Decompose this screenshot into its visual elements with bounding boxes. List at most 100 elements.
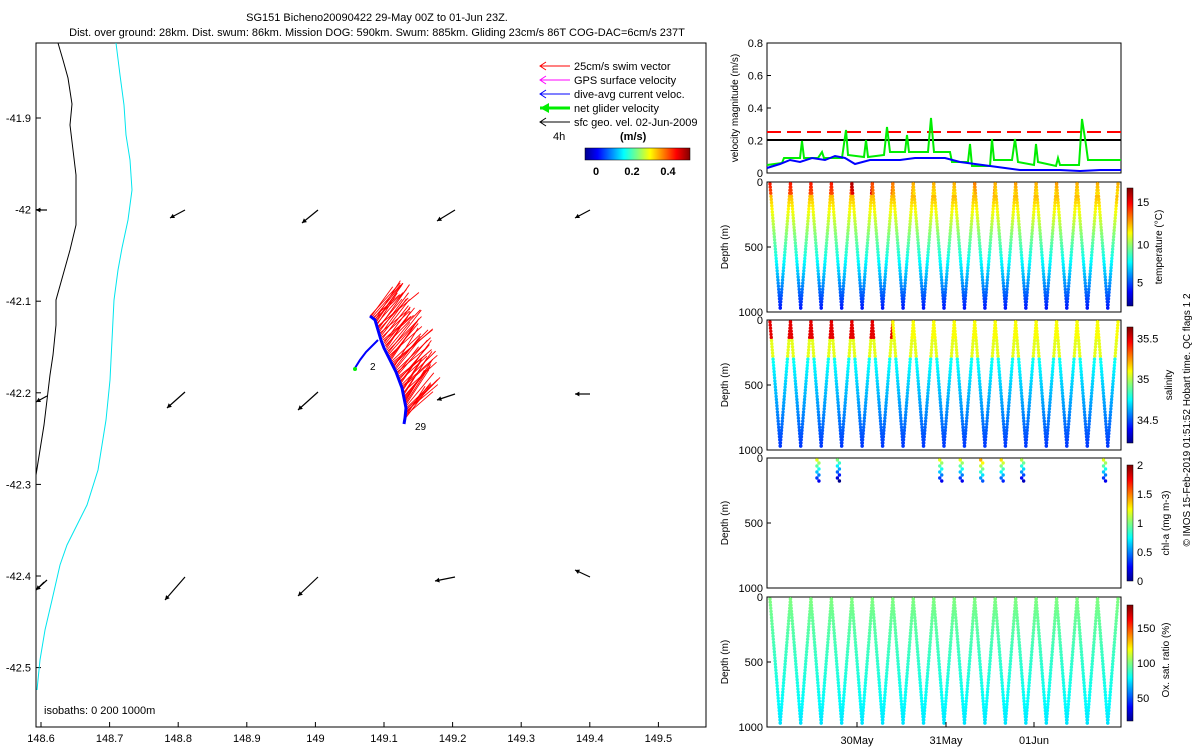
profile-point xyxy=(797,699,801,703)
profile-point xyxy=(1011,631,1015,635)
profile-point xyxy=(837,690,841,694)
profile-point xyxy=(986,269,990,273)
profile-point xyxy=(923,705,927,710)
profile-point xyxy=(916,385,921,389)
profile-point xyxy=(1025,290,1029,295)
chla-point xyxy=(817,461,821,465)
profile-point xyxy=(795,404,800,408)
profile-point xyxy=(847,354,851,358)
profile-point xyxy=(810,338,815,343)
profile-point xyxy=(1053,615,1057,620)
profile-point xyxy=(927,235,932,239)
profile-point xyxy=(805,225,810,230)
profile-point xyxy=(878,690,882,694)
profile-point xyxy=(985,690,990,694)
profile-point xyxy=(1002,705,1006,710)
profile-point xyxy=(1083,419,1087,423)
profile-point xyxy=(836,681,841,685)
profile-point xyxy=(873,354,877,358)
profile-point xyxy=(959,266,963,270)
profile-point xyxy=(959,272,964,276)
profile-point xyxy=(999,665,1003,669)
profile-point xyxy=(1052,622,1057,626)
profile-point xyxy=(817,278,821,282)
profile-point xyxy=(942,438,947,442)
profile-point xyxy=(1086,712,1090,716)
profile-point xyxy=(813,643,817,648)
profile-point xyxy=(804,241,808,245)
profile-point xyxy=(945,677,950,682)
profile-point xyxy=(867,219,871,223)
profile-point xyxy=(977,650,981,654)
profile-point xyxy=(1015,622,1020,626)
profile-point xyxy=(871,326,875,330)
profile-point xyxy=(792,222,796,226)
profile-point xyxy=(780,696,784,700)
profile-point xyxy=(971,612,976,617)
profile-point xyxy=(891,323,895,327)
swim-vector xyxy=(401,360,422,392)
profile-point xyxy=(839,306,844,310)
profile-point xyxy=(835,256,840,261)
profile-point xyxy=(1069,391,1073,395)
profile-point xyxy=(780,284,784,288)
profile-point xyxy=(1080,382,1084,386)
profile-point xyxy=(852,351,857,355)
profile-point xyxy=(1086,431,1091,436)
profile-point xyxy=(872,615,876,620)
profile-point xyxy=(805,228,809,233)
profile-point xyxy=(1080,241,1084,245)
profile-point xyxy=(1005,287,1009,292)
profile-point xyxy=(1050,373,1054,377)
profile-point xyxy=(837,281,842,285)
profile-point xyxy=(1090,659,1095,663)
profile-point xyxy=(786,348,790,352)
profile-point xyxy=(888,348,893,352)
profile-point xyxy=(899,702,904,707)
profile-point xyxy=(958,388,962,392)
profile-point xyxy=(959,687,964,691)
profile-point xyxy=(784,235,788,239)
profile-point xyxy=(773,247,778,251)
chla-point xyxy=(958,470,962,474)
chla-point xyxy=(1001,467,1005,471)
profile-point xyxy=(943,297,947,301)
profile-point xyxy=(1018,379,1023,383)
profile-point xyxy=(867,360,871,364)
profile-point xyxy=(934,348,938,352)
profile-point xyxy=(1001,422,1006,426)
profile-point xyxy=(1093,210,1097,214)
profile-point xyxy=(790,622,795,626)
profile-point xyxy=(820,708,824,713)
profile-point xyxy=(868,628,872,632)
profile-point xyxy=(780,425,784,430)
profile-point xyxy=(1015,338,1019,343)
profile-point xyxy=(1104,425,1108,430)
profile-point xyxy=(928,222,933,226)
profile-point xyxy=(856,262,861,267)
swim-vector xyxy=(396,339,428,377)
profile-point xyxy=(784,643,789,648)
profile-point xyxy=(997,373,1002,377)
profile-point xyxy=(1047,410,1051,414)
profile-point xyxy=(958,253,962,257)
profile-point xyxy=(994,194,998,199)
chla-point xyxy=(817,467,821,471)
profile-point xyxy=(891,326,896,330)
profile-point xyxy=(1104,422,1108,426)
profile-point xyxy=(790,338,794,343)
profile-point xyxy=(997,650,1002,654)
chla-point xyxy=(979,458,983,462)
profile-point xyxy=(1097,335,1101,340)
profile-point xyxy=(984,297,988,301)
chla-point xyxy=(1019,464,1024,468)
profile-point xyxy=(1026,272,1031,276)
profile-point xyxy=(848,619,852,623)
profile-point xyxy=(1115,329,1119,333)
profile-point xyxy=(898,269,902,273)
profile-point xyxy=(1081,253,1085,257)
profile-point xyxy=(938,671,942,676)
profile-point xyxy=(928,363,932,368)
profile-point xyxy=(875,241,879,245)
profile-point xyxy=(932,326,936,330)
